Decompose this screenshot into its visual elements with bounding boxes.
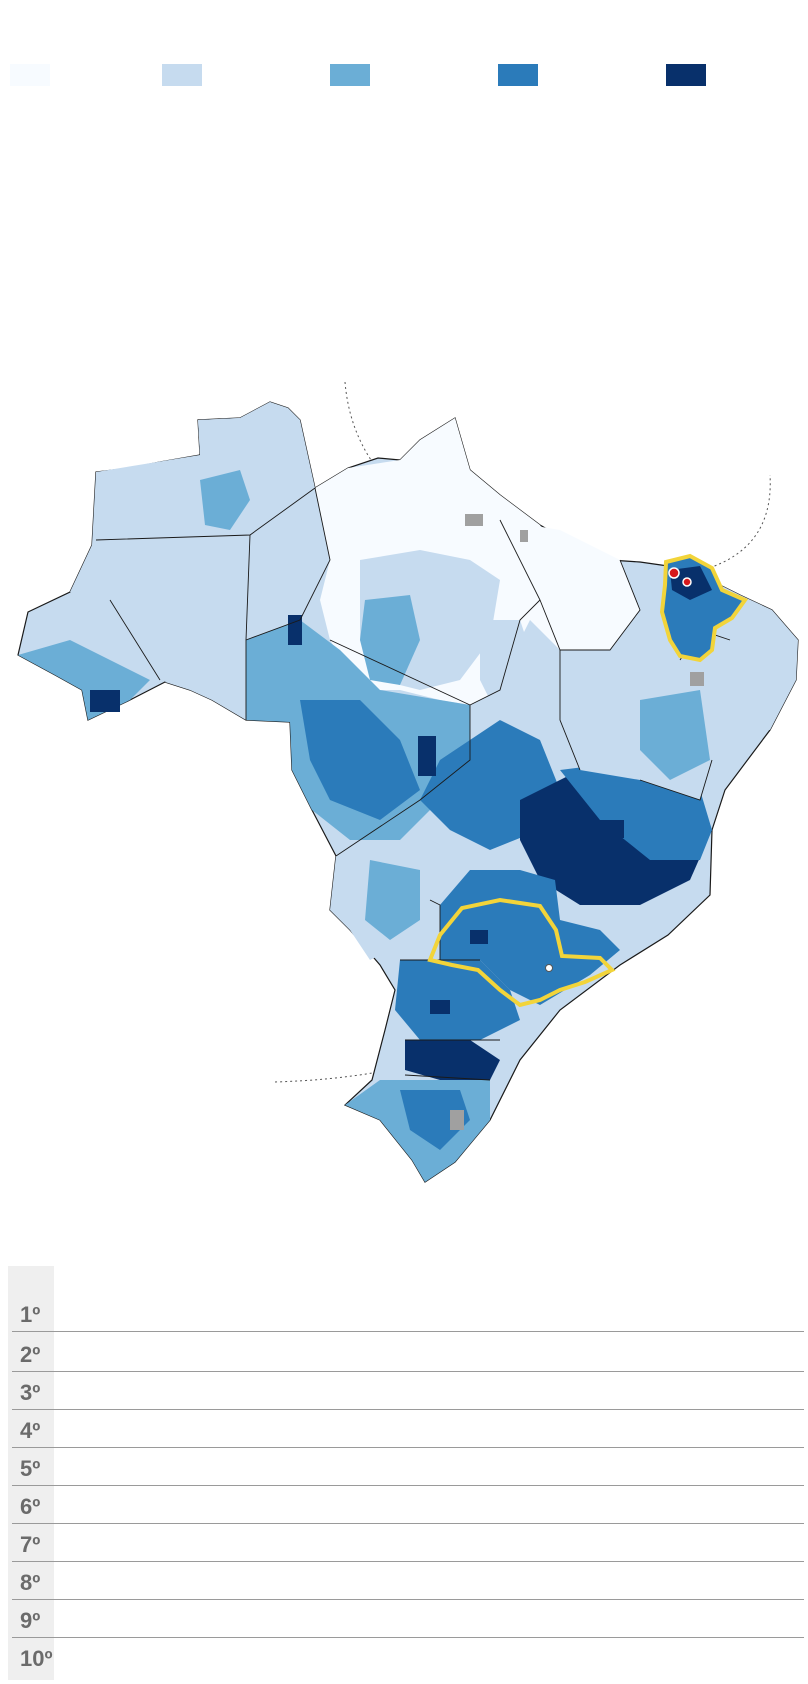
region-mato-grosso-dark: [300, 700, 420, 820]
region-para-accent: [360, 595, 420, 685]
ranking-row: 6º: [8, 1484, 804, 1524]
region-rondonia: [165, 660, 260, 720]
region-maranhao-piaui: [500, 520, 640, 650]
legend-swatch-4: [498, 64, 538, 86]
region-sul-accent: [365, 860, 420, 940]
ranking-row: 1º: [8, 1266, 804, 1332]
ranking-row: 10º: [8, 1636, 804, 1674]
city-markers: [545, 567, 692, 972]
ranking-position-column: [8, 1266, 54, 1680]
rank-position: 2º: [20, 1342, 41, 1367]
rank-position: 3º: [20, 1380, 41, 1405]
rank-position: 5º: [20, 1456, 41, 1481]
ranking-row: 5º: [8, 1446, 804, 1486]
dark-municipality-cluster: [90, 615, 624, 1014]
ranking-row: 3º: [8, 1370, 804, 1410]
row-divider: [12, 1331, 804, 1332]
no-data-areas: [450, 514, 704, 1130]
row-divider: [12, 1485, 804, 1486]
rank-position: 1º: [20, 1302, 41, 1327]
ranking-row: 8º: [8, 1560, 804, 1600]
ranking-row: 2º: [8, 1332, 804, 1372]
legend-swatch-2: [162, 64, 202, 86]
ranking-table: 1º 2º 3º 4º 5º 6º 7º 8º 9º 10º: [8, 1266, 804, 1680]
rank-position: 9º: [20, 1608, 41, 1633]
region-roraima: [198, 402, 300, 480]
rank-position: 7º: [20, 1532, 41, 1557]
row-divider: [12, 1599, 804, 1600]
rank-position: 6º: [20, 1494, 41, 1519]
ranking-row: 9º: [8, 1598, 804, 1638]
legend-swatch-1: [10, 64, 50, 86]
row-divider: [12, 1447, 804, 1448]
ranking-row: 4º: [8, 1408, 804, 1448]
marker-fortaleza: [668, 567, 680, 579]
rank-position: 4º: [20, 1418, 41, 1443]
region-bahia-accent: [640, 690, 710, 780]
choropleth-legend: [0, 64, 808, 88]
region-rgs-dark: [400, 1090, 470, 1150]
brazil-municipality-map: [17, 381, 799, 1183]
marker-ceara-2: [682, 577, 692, 587]
row-divider: [12, 1371, 804, 1372]
row-divider: [12, 1637, 804, 1638]
marker-sao-paulo: [545, 964, 553, 972]
region-santa-catarina: [405, 1040, 500, 1080]
legend-swatch-3: [330, 64, 370, 86]
ranking-row: 7º: [8, 1522, 804, 1562]
highlight-sao-paulo: [427, 897, 616, 1008]
rank-position: 10º: [20, 1646, 53, 1671]
state-borders: [95, 487, 731, 1081]
region-tocantins: [480, 620, 540, 730]
row-divider: [12, 1561, 804, 1562]
row-divider: [12, 1523, 804, 1524]
legend-swatch-5: [666, 64, 706, 86]
row-divider: [12, 1409, 804, 1410]
region-amazonas-accent: [200, 470, 250, 530]
rank-position: 8º: [20, 1570, 41, 1595]
